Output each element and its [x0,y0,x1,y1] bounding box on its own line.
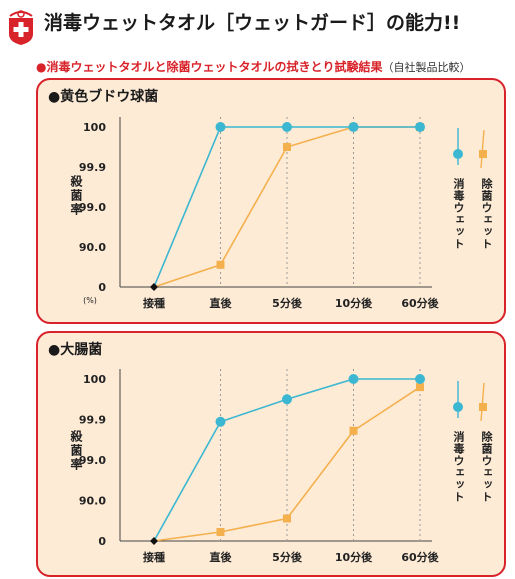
y-tick-label: 99.9 [79,414,106,427]
y-axis-label: 殺菌率 [69,430,83,472]
y-tick-label: 0 [98,535,106,548]
data-point-circle [415,122,425,132]
chart-plot: 接種 直後 5分後 10分後 60分後 0 90.0 99.0 99.9 100 (%) [79,117,487,310]
chart-panel-staph: ●黄色ブドウ球菌 殺菌率 接種 直後 5分後 10分後 60分後 0 90.0 99.0 99.… [36,78,506,324]
chart-title: ●黄色ブドウ球菌 [48,89,159,105]
x-tick-label: 60分後 [401,550,439,564]
chart-panel-ecoli: ●大腸菌 殺菌率 接種 直後 5分後 10分後 60分後 0 90.0 99.0 99.9 100… [36,331,506,577]
legend-label-series-b: 除菌ウェット [480,431,493,503]
x-tick-label: 接種 [143,296,165,310]
chart-title: ●大腸菌 [48,342,103,358]
legend-label-series-a: 消毒ウェット [452,431,465,503]
legend-marker-series-a [453,149,463,159]
y-tick-label: 0 [98,281,106,294]
y-unit-label: (%) [83,296,97,305]
subtitle-note: （自社製品比較） [382,61,471,74]
y-tick-label: 99.0 [79,201,106,214]
x-tick-label: 10分後 [335,296,373,310]
data-point-square [349,426,358,435]
x-tick-label: 10分後 [335,550,373,564]
legend-label-series-b: 除菌ウェット [480,178,493,250]
data-point-square [216,260,225,269]
origin-diamond-marker [150,537,158,545]
data-point-circle [282,394,292,405]
y-axis-label: 殺菌率 [69,175,83,217]
x-tick-label: 直後 [210,550,233,564]
y-tick-label: 100 [83,373,106,386]
header: 消毒ウェットタオル［ウェットガード］の能力!! [0,0,515,50]
data-point-circle [215,122,226,132]
y-tick-label: 99.0 [79,454,106,467]
chart-subtitle: ●消毒ウェットタオルと除菌ウェットタオルの拭きとり試験結果（自社製品比較） [36,58,470,75]
legend-line-series-b [480,129,485,169]
swiss-cross-logo-icon [9,10,33,45]
subtitle-text: ●消毒ウェットタオルと除菌ウェットタオルの拭きとり試験結果 [36,60,383,74]
legend-marker-series-b [479,150,487,158]
data-point-square [416,383,424,392]
page-title: 消毒ウェットタオル［ウェットガード］の能力!! [44,12,461,34]
x-tick-label: 接種 [143,550,165,564]
legend-marker-series-b [479,403,487,411]
x-tick-label: 5分後 [272,296,303,310]
legend-label-series-a: 消毒ウェット [452,178,465,250]
chart-plot: 接種 直後 5分後 10分後 60分後 0 90.0 99.0 99.9 100 [79,369,487,564]
data-point-circle [415,374,425,384]
y-tick-label: 90.0 [79,241,106,254]
data-point-square [283,514,291,523]
legend-line-series-b [480,382,485,422]
data-point-square [283,143,291,151]
x-tick-label: 5分後 [272,550,303,564]
y-tick-label: 100 [83,121,106,134]
x-tick-label: 直後 [210,296,233,310]
x-tick-label: 60分後 [401,296,439,310]
y-tick-label: 90.0 [79,495,106,508]
legend-marker-series-a [453,402,463,412]
data-point-square [216,528,225,536]
data-point-circle [215,416,226,427]
data-point-circle [348,122,359,132]
y-tick-label: 99.9 [79,161,106,174]
origin-diamond-marker [150,283,158,291]
data-point-circle [348,374,359,384]
data-point-circle [282,122,292,132]
